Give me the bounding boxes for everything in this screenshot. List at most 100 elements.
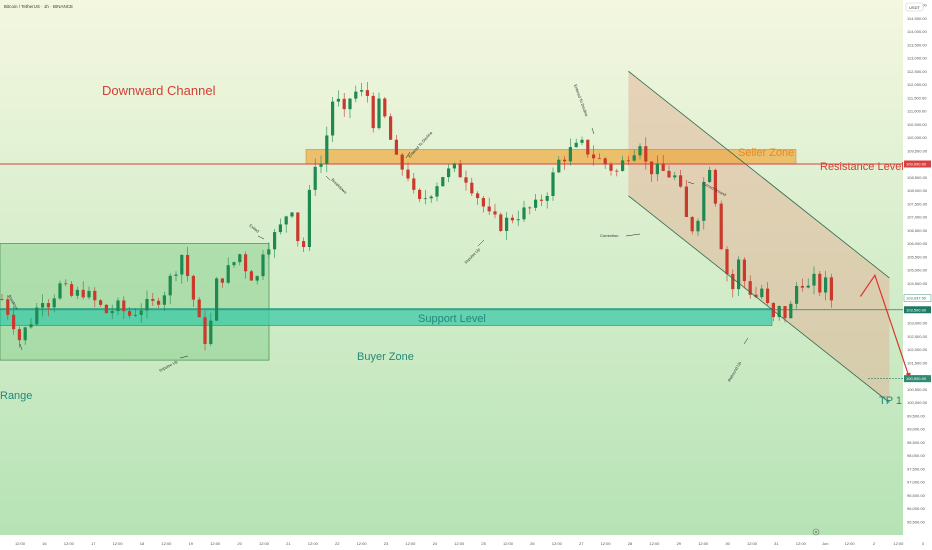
- candles-layer: [0, 81, 833, 351]
- y-tick-label: 99,000.00: [907, 427, 926, 432]
- candle-body: [719, 203, 723, 250]
- annotation-exited: Exited: [248, 223, 260, 234]
- y-tick-label: 113,000.00: [907, 56, 927, 61]
- candle-body: [597, 158, 601, 160]
- candle-body: [650, 161, 654, 175]
- candle: [157, 297, 161, 309]
- candle-body: [128, 311, 132, 316]
- candle-body: [296, 212, 300, 242]
- candle: [690, 215, 694, 235]
- y-tick-label: 105,500.00: [907, 254, 928, 259]
- candle: [186, 246, 190, 282]
- candle-body: [168, 275, 172, 296]
- y-tick-label: 103,000.00: [907, 321, 928, 326]
- candle-body: [435, 186, 439, 197]
- candle-body: [452, 163, 456, 169]
- candle: [191, 274, 195, 307]
- currency-badge[interactable]: USDT: [905, 2, 924, 12]
- x-tick-label: 12:00: [259, 541, 270, 546]
- candle-body: [632, 155, 636, 161]
- time-axis[interactable]: 12:00 16 12:00 17 12:00 18 12:00 19 12:00 20 12:00…: [15, 541, 925, 546]
- currency-badge-text: USDT: [909, 5, 920, 10]
- candle: [145, 290, 149, 319]
- x-tick-label: 16: [42, 541, 47, 546]
- candle: [650, 161, 654, 182]
- price-tag-text: 103,937.50: [906, 296, 927, 301]
- price-tag-box: [904, 306, 931, 314]
- y-tick-label: 111,500.00: [907, 95, 927, 100]
- candle-body: [528, 207, 532, 209]
- candle: [325, 126, 329, 173]
- candle: [412, 172, 416, 194]
- candle-body: [592, 154, 596, 159]
- candle-body: [783, 306, 787, 319]
- candle-body: [383, 98, 387, 117]
- candle: [516, 210, 520, 227]
- y-tick-label: 98,500.00: [907, 440, 926, 445]
- candle: [81, 281, 85, 300]
- settings-icon[interactable]: [812, 528, 820, 536]
- x-tick-label: 31: [774, 541, 779, 546]
- time-axis-background: [0, 535, 903, 550]
- candle-body: [377, 98, 381, 129]
- candle: [232, 261, 236, 268]
- candle: [574, 138, 578, 148]
- candle: [580, 136, 584, 146]
- candle-body: [389, 116, 393, 140]
- x-tick-label: 12:00: [454, 541, 465, 546]
- candle-body: [661, 163, 665, 171]
- price-tag-tp: 100,900.00: [904, 375, 931, 383]
- axis-panel-background: [903, 0, 932, 550]
- candle: [632, 149, 636, 162]
- candle-body: [284, 216, 288, 225]
- candle-body: [818, 273, 822, 293]
- price-axis[interactable]: 115,000.00114,500.00114,000.00113,500.00…: [907, 3, 928, 525]
- candle: [435, 182, 439, 202]
- candle: [708, 166, 712, 183]
- projection-path: [859, 273, 911, 379]
- candle-body: [133, 314, 137, 316]
- candle-body: [23, 327, 27, 341]
- candle: [128, 307, 132, 319]
- candle-body: [684, 186, 688, 218]
- candle-body: [255, 276, 259, 281]
- y-tick-label: 109,500.00: [907, 148, 928, 153]
- x-tick-label: 12:00: [503, 541, 514, 546]
- candle: [162, 291, 166, 312]
- candle: [829, 273, 833, 308]
- candle: [760, 284, 764, 300]
- candle: [319, 155, 323, 174]
- candle-body: [394, 139, 398, 155]
- candle-body: [273, 232, 277, 250]
- candle: [725, 246, 729, 282]
- candle-body: [626, 160, 630, 162]
- y-tick-label: 108,500.00: [907, 175, 928, 180]
- candle-body: [29, 324, 33, 328]
- candle: [122, 296, 126, 319]
- candle: [684, 180, 688, 218]
- candle: [64, 279, 68, 287]
- candle-body: [41, 303, 45, 308]
- candle: [737, 256, 741, 296]
- x-tick-label: 22: [335, 541, 340, 546]
- price-tag-text: 109,000.00: [906, 162, 927, 167]
- y-tick-label: 107,000.00: [907, 215, 928, 220]
- candle-body: [191, 275, 195, 300]
- candle: [528, 206, 532, 215]
- candle: [661, 154, 665, 172]
- x-tick-label: 21: [286, 541, 291, 546]
- candle-body: [232, 262, 236, 266]
- candle-body: [655, 163, 659, 175]
- candle-body: [766, 288, 770, 304]
- candle-body: [267, 249, 271, 255]
- y-tick-label: 110,000.00: [907, 135, 927, 140]
- candle-body: [621, 160, 625, 171]
- candle: [70, 281, 74, 298]
- candle-body: [539, 199, 543, 201]
- y-tick-label: 107,500.00: [907, 201, 928, 206]
- candle-body: [580, 139, 584, 143]
- candle: [818, 271, 822, 297]
- x-tick-label: 12:00: [161, 541, 172, 546]
- x-tick-label: 19: [189, 541, 194, 546]
